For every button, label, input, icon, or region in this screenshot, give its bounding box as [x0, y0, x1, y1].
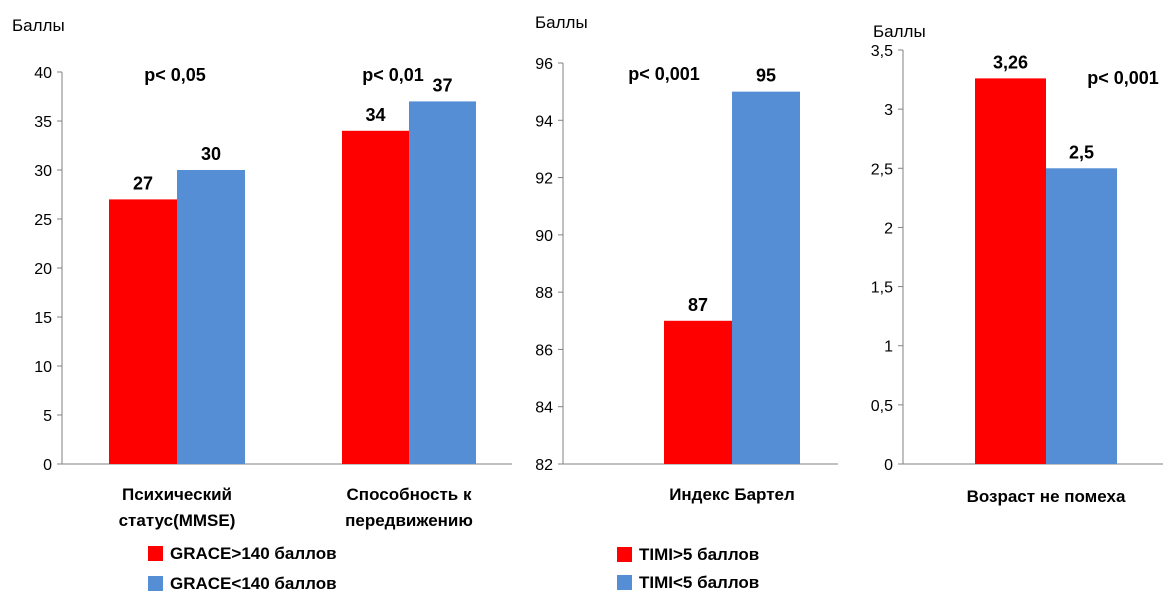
- legend-swatch: [148, 576, 163, 591]
- y-tick-label: 96: [535, 56, 553, 73]
- p-value-annotation: p< 0,001: [1087, 68, 1159, 88]
- bar-value-label: 30: [201, 144, 221, 164]
- category-label: статус(MMSE): [119, 511, 236, 530]
- bar: [177, 170, 245, 464]
- y-tick-label: 86: [535, 342, 553, 359]
- y-tick-label: 94: [535, 113, 553, 130]
- legend-swatch: [617, 547, 632, 562]
- bar: [664, 320, 732, 464]
- y-tick-label: 35: [34, 114, 52, 131]
- y-tick-label: 1: [884, 339, 893, 356]
- bar: [109, 199, 177, 464]
- legend-swatch: [617, 575, 632, 590]
- category-label: Способность к: [347, 485, 472, 504]
- legend-label: TIMI<5 баллов: [639, 573, 759, 592]
- p-value-annotation: p< 0,01: [362, 65, 424, 85]
- y-tick-label: 0: [884, 457, 893, 474]
- p-value-annotation: p< 0,05: [144, 65, 206, 85]
- bar: [342, 130, 409, 465]
- y-tick-label: 10: [34, 359, 52, 376]
- y-tick-label: 92: [535, 171, 553, 188]
- y-axis-unit-label: Баллы: [535, 13, 588, 32]
- y-tick-label: 2,5: [871, 161, 893, 178]
- y-axis-unit-label: Баллы: [873, 22, 926, 41]
- y-tick-label: 5: [43, 408, 52, 425]
- bar: [409, 101, 476, 465]
- bar-value-label: 34: [365, 105, 385, 125]
- bar-value-label: 3,26: [993, 52, 1028, 72]
- y-tick-label: 0,5: [871, 398, 893, 415]
- y-axis-unit-label: Баллы: [12, 16, 65, 35]
- y-tick-label: 84: [535, 400, 553, 417]
- category-label: Индекс Бартел: [669, 485, 795, 504]
- legend-label: GRACE<140 баллов: [170, 574, 337, 593]
- y-tick-label: 40: [34, 65, 52, 82]
- bar: [975, 78, 1046, 464]
- y-tick-label: 15: [34, 310, 52, 327]
- bar: [1046, 168, 1117, 465]
- y-tick-label: 30: [34, 163, 52, 180]
- legend-label: GRACE>140 баллов: [170, 544, 337, 563]
- y-tick-label: 1,5: [871, 280, 893, 297]
- bar-value-label: 87: [688, 295, 708, 315]
- y-tick-label: 88: [535, 285, 553, 302]
- bar-value-label: 2,5: [1069, 142, 1094, 162]
- legend-swatch: [148, 546, 163, 561]
- y-tick-label: 82: [535, 457, 553, 474]
- p-value-annotation: p< 0,001: [628, 64, 700, 84]
- bar: [732, 91, 800, 465]
- category-label: передвижению: [345, 511, 473, 530]
- y-tick-label: 2: [884, 220, 893, 237]
- bar-value-label: 37: [432, 75, 452, 95]
- y-tick-label: 3: [884, 102, 893, 119]
- y-tick-label: 90: [535, 228, 553, 245]
- category-label: Психический: [122, 485, 232, 504]
- legend-label: TIMI>5 баллов: [639, 545, 759, 564]
- y-tick-label: 25: [34, 212, 52, 229]
- bar-value-label: 27: [133, 173, 153, 193]
- y-tick-label: 20: [34, 261, 52, 278]
- y-tick-label: 3,5: [871, 43, 893, 60]
- bar-value-label: 95: [756, 66, 776, 86]
- category-label: Возраст не помеха: [967, 487, 1126, 506]
- y-tick-label: 0: [43, 457, 52, 474]
